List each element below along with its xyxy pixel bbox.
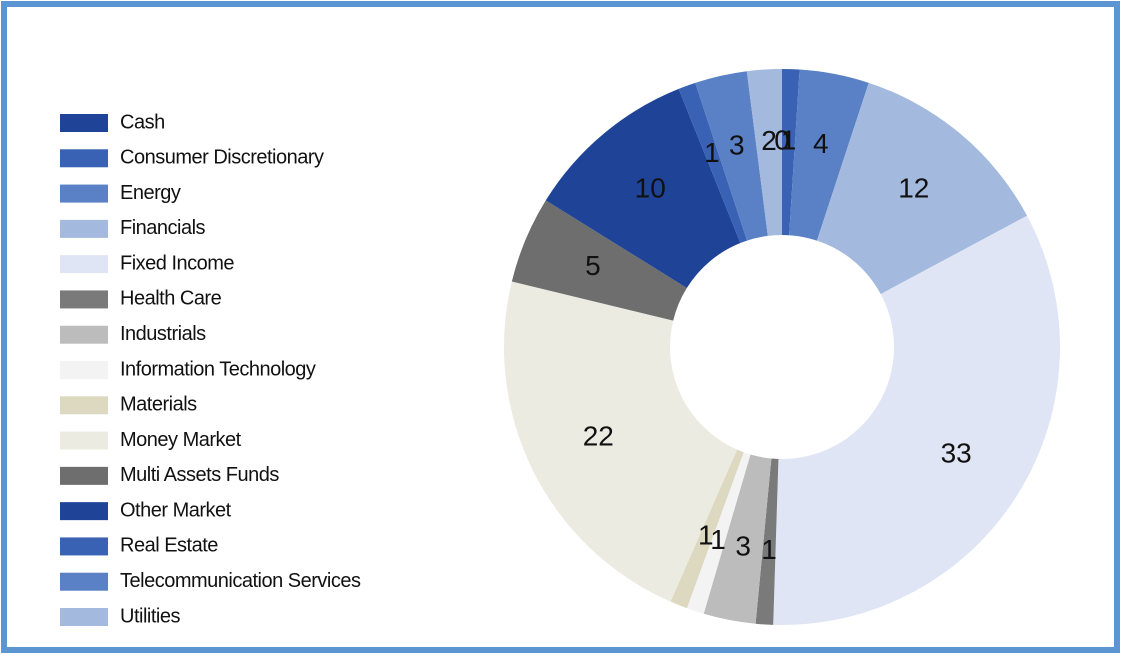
data-label: 2 [761,125,777,156]
donut-slice [686,452,751,614]
donut-slice [782,69,800,236]
legend-label: Energy [120,182,181,204]
donut-slice [746,69,782,236]
donut-slice [545,88,741,288]
legend-label: Consumer Discretionary [120,147,324,169]
legend-swatch [60,361,108,379]
legend-label: Financials [120,217,206,239]
legend-swatch [60,325,108,344]
legend-swatch [60,466,108,485]
data-label: 1 [704,137,720,168]
legend-label: Materials [120,394,197,416]
data-label: 3 [729,129,745,160]
data-label: 1 [781,124,797,155]
data-label: 1 [698,520,714,551]
data-label: 1 [710,524,726,555]
donut-slice [511,200,687,321]
legend-swatch [60,431,108,450]
legend-label: Telecommunication Services [120,570,361,592]
data-label: 4 [813,128,829,159]
legend-swatch [60,219,108,238]
data-label: 0 [774,124,790,155]
donut-slice [789,69,869,241]
legend-swatch [60,396,108,415]
data-label: 5 [585,250,601,281]
legend-label: Fixed Income [120,252,234,274]
donut-slice [504,281,738,602]
data-label: 22 [583,420,614,451]
legend-swatch [60,184,108,203]
legend-label: Industrials [120,323,206,345]
legend-swatch [60,290,108,309]
legend-swatch [60,502,108,521]
donut-slice [773,215,1061,625]
legend-swatch [60,255,108,274]
donut-slice [816,82,1028,295]
legend-label: Utilities [120,605,180,627]
legend-label: Other Market [120,499,232,521]
legend-swatch [60,608,108,626]
legend-swatch [60,114,108,132]
data-label: 33 [941,437,972,468]
donut-slice [755,458,779,625]
legend-swatch [60,149,108,168]
donut-slice [678,82,748,244]
legend-swatch [60,572,108,591]
data-label: 1 [761,534,777,565]
legend-swatch [60,537,108,556]
legend-label: Real Estate [120,535,218,557]
legend-label: Information Technology [120,358,316,380]
legend-label: Money Market [120,429,242,451]
legend-label: Health Care [120,288,222,310]
data-label: 12 [898,172,929,203]
donut-slice [703,454,772,624]
legend-label: Multi Assets Funds [120,464,279,486]
donut-slice [670,449,744,609]
legend-label: Cash [120,111,165,133]
data-label: 10 [635,172,666,203]
donut-slice [695,71,768,241]
data-label: 3 [735,531,751,562]
